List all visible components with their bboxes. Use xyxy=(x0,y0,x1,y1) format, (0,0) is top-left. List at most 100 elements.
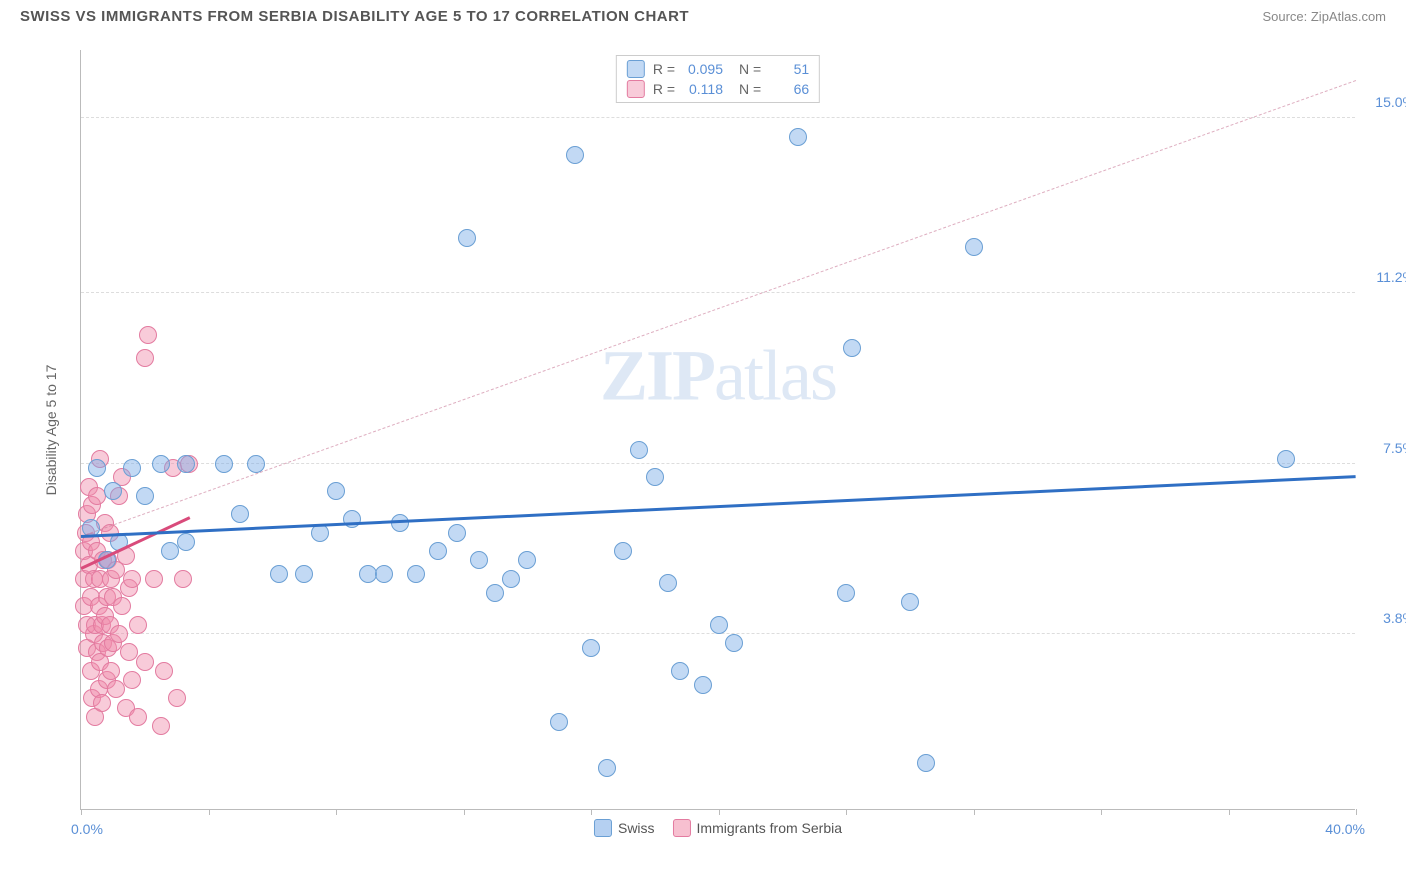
data-point xyxy=(837,584,855,602)
data-point xyxy=(458,229,476,247)
legend-series: Swiss Immigrants from Serbia xyxy=(594,819,842,837)
legend-swatch xyxy=(673,819,691,837)
trend-line xyxy=(81,475,1356,537)
data-point xyxy=(671,662,689,680)
data-point xyxy=(102,662,120,680)
data-point xyxy=(327,482,345,500)
legend-label: Swiss xyxy=(618,820,655,836)
data-point xyxy=(843,339,861,357)
data-point xyxy=(161,542,179,560)
data-point xyxy=(391,514,409,532)
data-point xyxy=(104,482,122,500)
data-point xyxy=(295,565,313,583)
x-tick xyxy=(591,809,592,815)
y-tick-label: 11.2% xyxy=(1376,269,1406,285)
data-point xyxy=(694,676,712,694)
chart-title: SWISS VS IMMIGRANTS FROM SERBIA DISABILI… xyxy=(20,8,689,25)
data-point xyxy=(429,542,447,560)
data-point xyxy=(614,542,632,560)
data-point xyxy=(123,459,141,477)
legend-stat-row: R =0.095N =51 xyxy=(627,60,809,78)
data-point xyxy=(659,574,677,592)
data-point xyxy=(270,565,288,583)
y-tick-label: 3.8% xyxy=(1383,610,1406,626)
data-point xyxy=(407,565,425,583)
legend-item: Swiss xyxy=(594,819,655,837)
y-tick-label: 7.5% xyxy=(1383,440,1406,456)
data-point xyxy=(136,487,154,505)
data-point xyxy=(470,551,488,569)
grid-line xyxy=(81,117,1355,118)
legend-stat-text: R =0.118N =66 xyxy=(653,81,809,97)
chart-header: SWISS VS IMMIGRANTS FROM SERBIA DISABILI… xyxy=(0,0,1406,29)
watermark: ZIPatlas xyxy=(600,335,836,418)
data-point xyxy=(582,639,600,657)
data-point xyxy=(486,584,504,602)
data-point xyxy=(155,662,173,680)
data-point xyxy=(646,468,664,486)
data-point xyxy=(1277,450,1295,468)
data-point xyxy=(129,708,147,726)
watermark-bold: ZIP xyxy=(600,336,714,416)
data-point xyxy=(174,570,192,588)
x-tick xyxy=(719,809,720,815)
x-tick xyxy=(464,809,465,815)
data-point xyxy=(110,625,128,643)
data-point xyxy=(965,238,983,256)
data-point xyxy=(901,593,919,611)
data-point xyxy=(550,713,568,731)
data-point xyxy=(145,570,163,588)
data-point xyxy=(136,349,154,367)
x-tick xyxy=(846,809,847,815)
x-tick xyxy=(336,809,337,815)
data-point xyxy=(152,455,170,473)
data-point xyxy=(598,759,616,777)
legend-label: Immigrants from Serbia xyxy=(697,820,842,836)
trend-line-dashed xyxy=(81,80,1356,537)
data-point xyxy=(518,551,536,569)
data-point xyxy=(139,326,157,344)
data-point xyxy=(93,694,111,712)
data-point xyxy=(136,653,154,671)
data-point xyxy=(129,616,147,634)
x-tick xyxy=(1229,809,1230,815)
x-axis-max-label: 40.0% xyxy=(1325,821,1365,837)
plot-area: Disability Age 5 to 17 ZIPatlas 0.0% 40.… xyxy=(80,50,1355,810)
x-tick xyxy=(974,809,975,815)
chart-container: Disability Age 5 to 17 ZIPatlas 0.0% 40.… xyxy=(50,40,1390,840)
data-point xyxy=(566,146,584,164)
data-point xyxy=(123,671,141,689)
data-point xyxy=(448,524,466,542)
data-point xyxy=(113,597,131,615)
data-point xyxy=(710,616,728,634)
data-point xyxy=(152,717,170,735)
y-axis-label: Disability Age 5 to 17 xyxy=(43,364,59,495)
legend-item: Immigrants from Serbia xyxy=(673,819,842,837)
x-tick xyxy=(209,809,210,815)
data-point xyxy=(123,570,141,588)
watermark-rest: atlas xyxy=(714,336,836,416)
data-point xyxy=(502,570,520,588)
grid-line xyxy=(81,463,1355,464)
data-point xyxy=(215,455,233,473)
data-point xyxy=(917,754,935,772)
legend-stats: R =0.095N =51 R =0.118N =66 xyxy=(616,55,820,103)
data-point xyxy=(177,533,195,551)
legend-swatch xyxy=(594,819,612,837)
data-point xyxy=(107,680,125,698)
x-axis-min-label: 0.0% xyxy=(71,821,103,837)
data-point xyxy=(789,128,807,146)
grid-line xyxy=(81,292,1355,293)
x-tick xyxy=(81,809,82,815)
data-point xyxy=(630,441,648,459)
data-point xyxy=(231,505,249,523)
data-point xyxy=(725,634,743,652)
legend-swatch xyxy=(627,60,645,78)
data-point xyxy=(168,689,186,707)
x-tick xyxy=(1101,809,1102,815)
legend-stat-text: R =0.095N =51 xyxy=(653,61,809,77)
legend-stat-row: R =0.118N =66 xyxy=(627,80,809,98)
chart-source: Source: ZipAtlas.com xyxy=(1262,9,1386,24)
x-tick xyxy=(1356,809,1357,815)
data-point xyxy=(343,510,361,528)
